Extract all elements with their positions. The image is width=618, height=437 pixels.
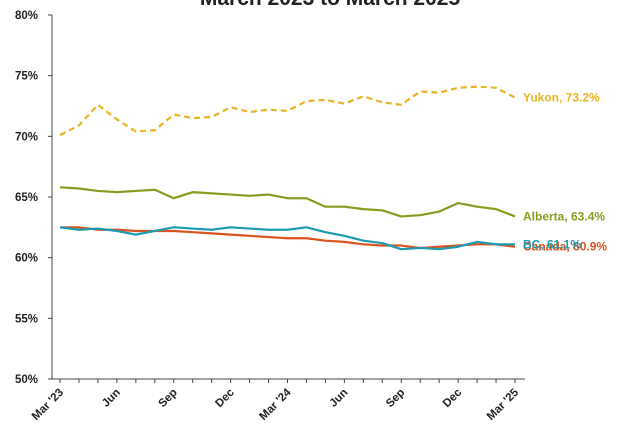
end-label: Yukon, 73.2% bbox=[523, 91, 600, 105]
chart-title: March 2023 to March 2025 bbox=[200, 0, 461, 10]
x-tick-label: Mar '25 bbox=[485, 386, 522, 423]
y-tick-label: 50% bbox=[15, 374, 38, 386]
x-tick-label: Dec bbox=[441, 386, 465, 410]
y-tick-label: 80% bbox=[15, 10, 38, 22]
y-tick-label: 65% bbox=[15, 192, 38, 204]
x-tick-label: Sep bbox=[156, 387, 179, 410]
series-line bbox=[59, 85, 516, 137]
x-tick-label: Jun bbox=[328, 387, 351, 410]
x-tick-label: Sep bbox=[384, 387, 407, 410]
end-label: Alberta, 63.4% bbox=[523, 209, 605, 223]
y-tick-label: 70% bbox=[15, 131, 38, 143]
x-tick-label: Dec bbox=[213, 386, 237, 410]
end-label: BC, 61.1% bbox=[523, 237, 581, 251]
series-line bbox=[59, 226, 515, 251]
end-label: Canada, 60.9% bbox=[523, 240, 607, 254]
x-tick-label: Mar '24 bbox=[257, 386, 294, 423]
y-tick-label: 75% bbox=[15, 71, 38, 83]
x-tick-label: Mar '23 bbox=[30, 387, 66, 423]
series-line bbox=[60, 226, 516, 250]
y-tick-label: 60% bbox=[15, 253, 38, 265]
y-tick-label: 55% bbox=[15, 313, 38, 325]
series-line bbox=[59, 186, 516, 218]
x-tick-label: Jun bbox=[100, 387, 123, 410]
